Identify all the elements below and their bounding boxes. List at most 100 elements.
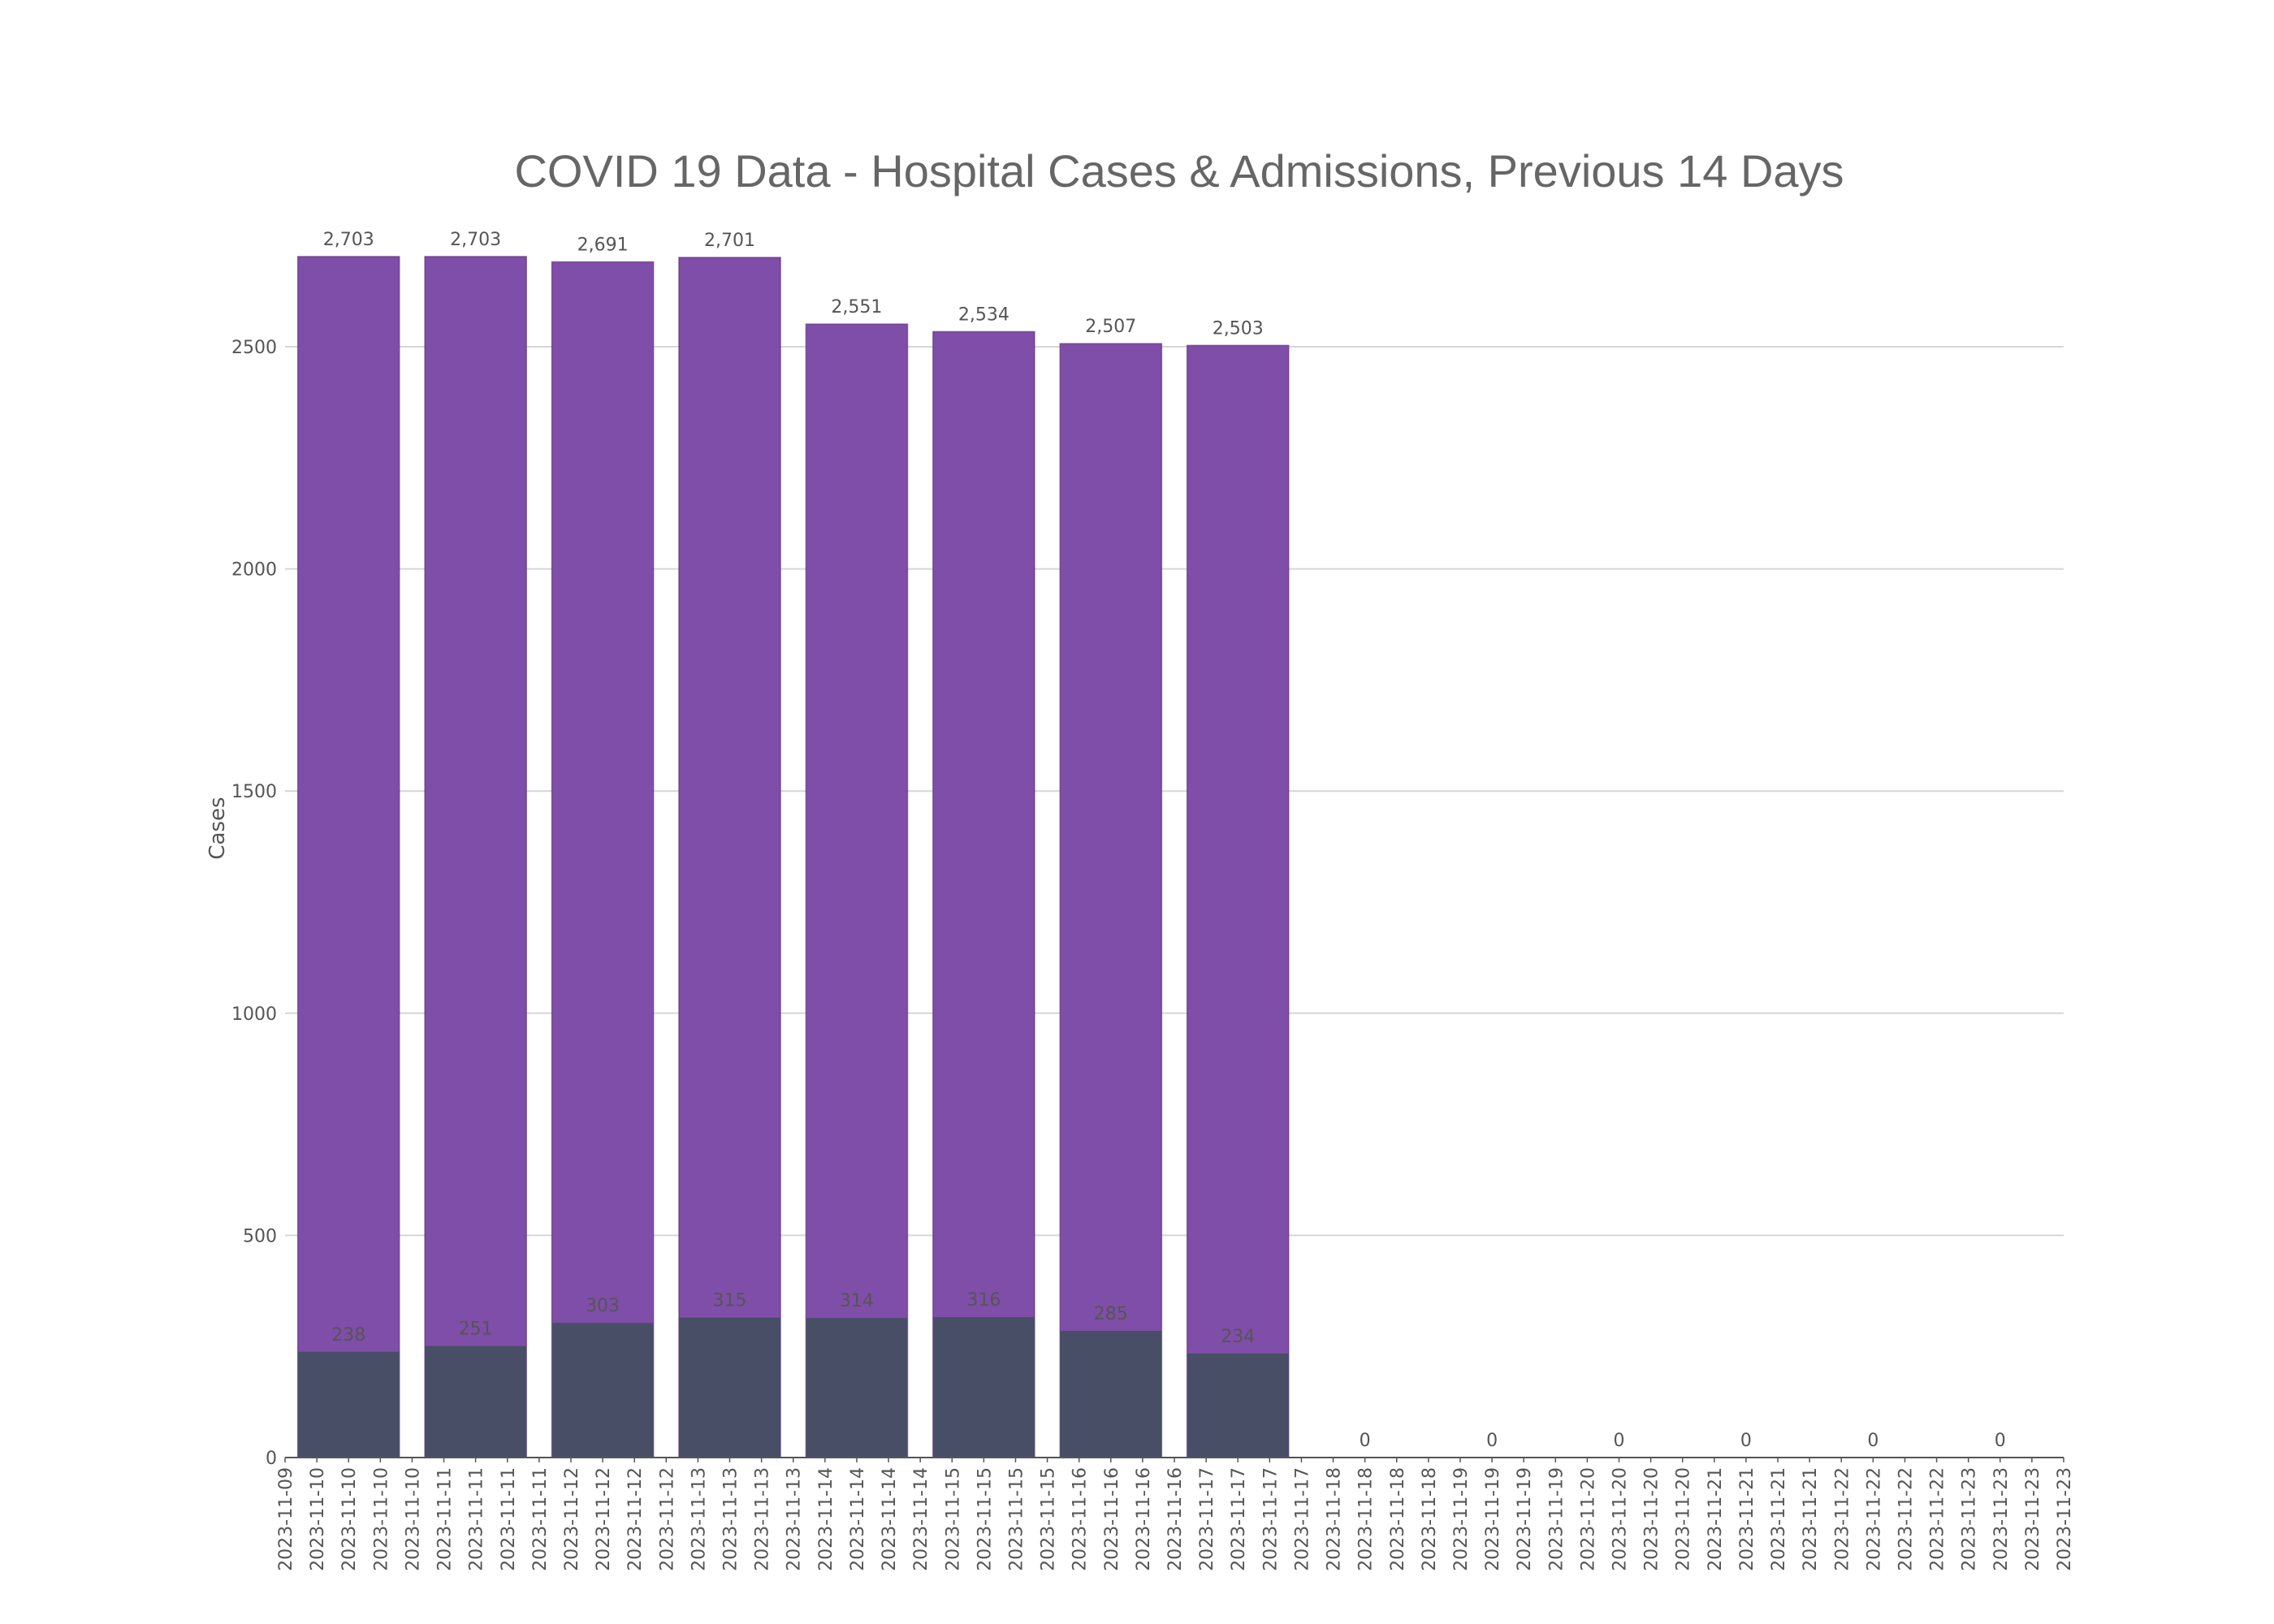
x-tick-label: 2023-11-12 xyxy=(594,1467,614,1571)
x-tick-label: 2023-11-20 xyxy=(1674,1467,1694,1571)
x-tick-label: 2023-11-13 xyxy=(753,1467,773,1571)
bar-hospital-cases xyxy=(1186,344,1290,1458)
x-tick-label: 2023-11-21 xyxy=(1706,1467,1726,1571)
x-tick-label: 2023-11-18 xyxy=(1356,1467,1377,1571)
bar-hospital-cases xyxy=(551,261,655,1458)
bar-admissions xyxy=(932,1317,1035,1458)
x-tick-label: 2023-11-22 xyxy=(1928,1467,1948,1571)
x-tick-label: 2023-11-19 xyxy=(1546,1467,1567,1571)
x-tick-label: 2023-11-16 xyxy=(1165,1467,1186,1571)
y-tick-label: 2500 xyxy=(231,338,277,358)
x-tick-label: 2023-11-19 xyxy=(1515,1467,1535,1571)
x-tick-label: 2023-11-22 xyxy=(1896,1467,1916,1571)
bar-admissions xyxy=(806,1318,908,1458)
x-tick-label: 2023-11-23 xyxy=(1991,1467,2012,1571)
bar-admissions xyxy=(551,1323,654,1458)
y-tick-label: 500 xyxy=(243,1226,277,1246)
bar-hospital-cases xyxy=(805,323,909,1458)
data-label-hospital-cases: 2,691 xyxy=(577,235,629,255)
x-tick-label: 2023-11-15 xyxy=(1006,1467,1027,1571)
y-tick-label: 1000 xyxy=(231,1004,277,1025)
data-label-hospital-cases: 0 xyxy=(1486,1431,1498,1451)
x-tick-label: 2023-11-10 xyxy=(339,1467,360,1571)
x-tick-labels: 2023-11-09 2023-11-10 2023-11-10 2023-11-10… xyxy=(276,1458,2075,1571)
y-tick-label: 1500 xyxy=(231,782,277,802)
bar-hospital-cases xyxy=(296,256,400,1458)
x-tick-label: 2023-11-18 xyxy=(1420,1467,1440,1571)
data-label-hospital-cases: 0 xyxy=(1867,1431,1878,1451)
data-label-hospital-cases: 0 xyxy=(1614,1431,1625,1451)
x-tick-label: 2023-11-17 xyxy=(1229,1467,1249,1571)
x-tick-label: 2023-11-14 xyxy=(911,1467,932,1571)
x-tick-label: 2023-11-11 xyxy=(435,1467,456,1571)
y-tick-label: 0 xyxy=(266,1449,277,1469)
data-label-admissions: 238 xyxy=(331,1325,365,1345)
x-tick-label: 2023-11-20 xyxy=(1610,1467,1631,1571)
x-tick-label: 2023-11-10 xyxy=(308,1467,328,1571)
x-tick-label: 2023-11-17 xyxy=(1260,1467,1281,1571)
bar-hospital-cases xyxy=(932,330,1035,1458)
data-label-admissions: 303 xyxy=(586,1296,620,1316)
data-label-admissions: 315 xyxy=(713,1291,747,1311)
y-tick-labels: 0 500 1000 1500 2000 2500 xyxy=(231,338,277,1469)
x-tick-label: 2023-11-18 xyxy=(1388,1467,1408,1571)
data-label-hospital-cases: 2,701 xyxy=(704,231,755,251)
bar-admissions xyxy=(297,1351,400,1458)
x-tick-label: 2023-11-11 xyxy=(499,1467,519,1571)
data-label-admissions: 285 xyxy=(1094,1304,1128,1324)
bar-hospital-cases xyxy=(424,256,527,1458)
data-label-hospital-cases: 0 xyxy=(1995,1431,2006,1451)
x-tick-label: 2023-11-14 xyxy=(880,1467,900,1571)
x-tick-label: 2023-11-17 xyxy=(1197,1467,1217,1571)
x-tick-label: 2023-11-23 xyxy=(2055,1467,2075,1571)
data-label-admissions: 234 xyxy=(1221,1327,1255,1347)
bar-admissions xyxy=(425,1345,527,1458)
x-tick-label: 2023-11-19 xyxy=(1483,1467,1503,1571)
x-tick-label: 2023-11-12 xyxy=(562,1467,582,1571)
x-tick-label: 2023-11-12 xyxy=(625,1467,646,1571)
x-tick-label: 2023-11-19 xyxy=(1451,1467,1472,1571)
x-tick-label: 2023-11-13 xyxy=(689,1467,709,1571)
x-tick-label: 2023-11-09 xyxy=(276,1467,296,1571)
x-tick-label: 2023-11-16 xyxy=(1070,1467,1091,1571)
x-tick-label: 2023-11-15 xyxy=(943,1467,963,1571)
x-tick-label: 2023-11-22 xyxy=(1864,1467,1884,1571)
data-label-hospital-cases: 0 xyxy=(1740,1431,1752,1451)
x-tick-label: 2023-11-14 xyxy=(848,1467,868,1571)
y-tick-label: 2000 xyxy=(231,560,277,581)
x-tick-label: 2023-11-13 xyxy=(721,1467,741,1571)
data-labels: 2,703 238 2,703 251 2,691 303 2,701 315 2,551 314… xyxy=(323,230,2006,1451)
x-tick-label: 2023-11-21 xyxy=(1769,1467,1789,1571)
x-tick-label: 2023-11-16 xyxy=(1134,1467,1154,1571)
bar-admissions xyxy=(1060,1331,1162,1458)
bars xyxy=(296,256,1290,1458)
x-tick-label: 2023-11-15 xyxy=(1039,1467,1059,1571)
x-tick-label: 2023-11-10 xyxy=(403,1467,423,1571)
bar-hospital-cases xyxy=(1059,343,1163,1458)
y-axis-label: Cases xyxy=(205,797,230,859)
data-label-hospital-cases: 2,703 xyxy=(323,230,374,250)
x-tick-label: 2023-11-23 xyxy=(2023,1467,2043,1571)
bar-hospital-cases xyxy=(678,257,781,1458)
x-tick-label: 2023-11-11 xyxy=(530,1467,551,1571)
x-tick-label: 2023-11-23 xyxy=(1960,1467,1980,1571)
data-label-admissions: 251 xyxy=(459,1320,493,1340)
x-tick-label: 2023-11-20 xyxy=(1578,1467,1598,1571)
x-tick-label: 2023-11-12 xyxy=(657,1467,677,1571)
x-tick-label: 2023-11-17 xyxy=(1292,1467,1312,1571)
x-tick-label: 2023-11-14 xyxy=(816,1467,837,1571)
x-tick-label: 2023-11-15 xyxy=(975,1467,995,1571)
data-label-hospital-cases: 2,551 xyxy=(831,297,882,317)
data-label-hospital-cases: 2,534 xyxy=(958,304,1009,325)
x-tick-label: 2023-11-16 xyxy=(1102,1467,1122,1571)
chart-title: COVID 19 Data - Hospital Cases & Admissi… xyxy=(514,145,1844,197)
x-tick-label: 2023-11-20 xyxy=(1642,1467,1662,1571)
x-tick-label: 2023-11-11 xyxy=(467,1467,487,1571)
data-label-hospital-cases: 2,507 xyxy=(1085,317,1136,337)
data-label-hospital-cases: 2,703 xyxy=(450,230,501,250)
x-tick-label: 2023-11-13 xyxy=(785,1467,805,1571)
bar-admissions xyxy=(678,1317,781,1458)
x-tick-label: 2023-11-18 xyxy=(1325,1467,1345,1571)
bar-admissions xyxy=(1187,1353,1289,1458)
